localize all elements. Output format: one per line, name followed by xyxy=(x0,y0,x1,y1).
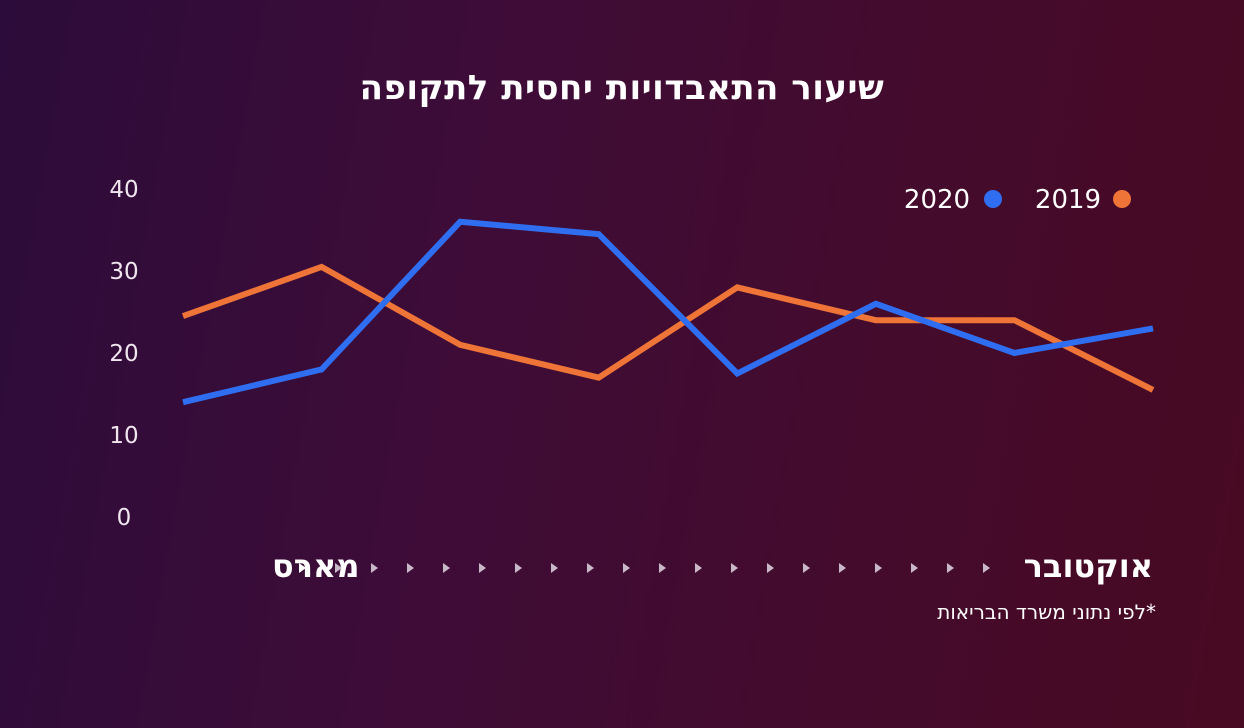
y-tick-label: 0 xyxy=(117,505,132,531)
x-axis-arrow-marker xyxy=(731,563,738,573)
x-axis-arrow-marker xyxy=(587,563,594,573)
x-axis-arrow-marker xyxy=(371,563,378,573)
x-axis-arrow-marker xyxy=(479,563,486,573)
x-axis-arrow-marker xyxy=(695,563,702,573)
series-line-2019 xyxy=(181,263,1155,393)
y-tick-label: 10 xyxy=(109,423,138,449)
x-axis-arrow-marker xyxy=(407,563,414,573)
x-axis-arrow-marker xyxy=(911,563,918,573)
y-axis-ticks: 0 10 20 30 40 xyxy=(109,177,138,531)
x-axis-end-label: אוקטובר xyxy=(1024,547,1153,585)
x-axis-arrow-marker xyxy=(839,563,846,573)
x-axis-arrow-marker xyxy=(551,563,558,573)
legend-swatch-2019 xyxy=(1113,190,1131,208)
x-axis-start-label: מארס xyxy=(272,547,359,585)
chart-title: שיעור התאבדויות יחסית לתקופה xyxy=(359,68,885,108)
legend-swatch-2020 xyxy=(984,190,1002,208)
y-tick-label: 30 xyxy=(109,259,138,285)
x-axis-arrow-marker xyxy=(443,563,450,573)
x-axis-arrow-marker xyxy=(335,563,342,573)
series-lines xyxy=(181,218,1155,406)
series-line-2020 xyxy=(182,218,1154,406)
x-axis-arrow-marker xyxy=(767,563,774,573)
x-axis-arrow-marker xyxy=(299,563,306,573)
legend: 2019 2020 xyxy=(904,185,1131,215)
x-axis-arrow-marker xyxy=(947,563,954,573)
x-axis-arrow-marker xyxy=(515,563,522,573)
x-axis-arrow-marker xyxy=(875,563,882,573)
legend-label-2019: 2019 xyxy=(1035,185,1101,215)
source-note: *לפי נתוני משרד הבריאות xyxy=(937,600,1156,624)
x-axis-arrow-marker xyxy=(803,563,810,573)
y-tick-label: 40 xyxy=(109,177,138,203)
legend-label-2020: 2020 xyxy=(904,185,970,215)
x-axis-arrow-marker xyxy=(659,563,666,573)
x-axis-arrow-marker xyxy=(983,563,990,573)
y-tick-label: 20 xyxy=(109,341,138,367)
x-axis-arrow-marker xyxy=(623,563,630,573)
x-axis: מארס אוקטובר xyxy=(272,547,1153,585)
